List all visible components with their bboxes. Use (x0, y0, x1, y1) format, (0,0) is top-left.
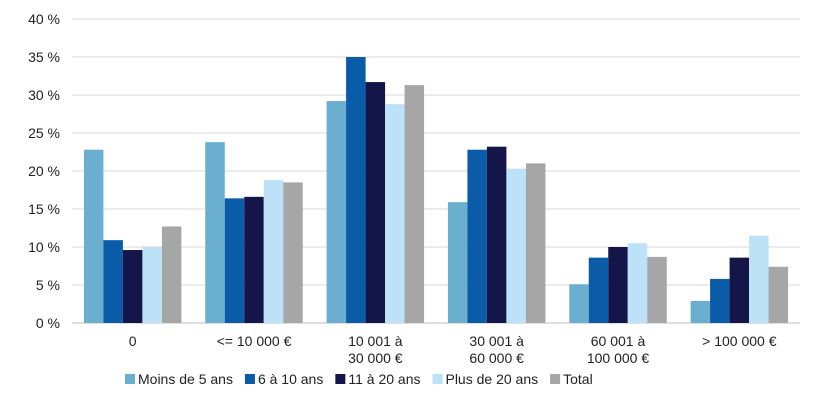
legend-label: Plus de 20 ans (445, 371, 538, 387)
bar (608, 247, 628, 323)
y-tick-label: 25 % (28, 125, 60, 141)
bar (525, 163, 546, 323)
legend-swatch (432, 374, 443, 384)
bar (244, 196, 264, 323)
y-tick-label: 0 % (36, 315, 60, 331)
bars (83, 57, 789, 324)
bar (142, 247, 162, 323)
legend-swatch (125, 374, 135, 384)
legend-swatch (335, 374, 346, 384)
bar (385, 104, 405, 324)
x-axis-category-labels: 0 <= 10 000 € 10 001 à 30 000 € 30 001 à 60 0… (129, 333, 777, 366)
legend-swatch (550, 374, 561, 384)
y-axis-tick-labels: 0 % 5 % 10 % 15 % 20 % 25 % 30 % 35 % 40 % (28, 11, 60, 331)
x-category-label: 60 001 à 100 000 € (587, 333, 649, 366)
bar (161, 226, 182, 323)
x-category-label: 0 (129, 333, 137, 349)
y-tick-label: 35 % (28, 49, 60, 65)
legend-label: Moins de 5 ans (138, 371, 233, 387)
bar (346, 57, 366, 323)
legend: Moins de 5 ans 6 à 10 ans 11 à 20 ans Plus … (125, 371, 593, 387)
bar (588, 257, 609, 323)
legend-label: 6 à 10 ans (258, 371, 323, 387)
bar (83, 149, 104, 323)
bar (647, 256, 667, 323)
bar (569, 284, 589, 323)
bar (404, 85, 425, 324)
bar (467, 149, 487, 323)
x-category-label: > 100 000 € (702, 333, 777, 349)
x-category-label: <= 10 000 € (217, 333, 292, 349)
legend-label: Total (563, 371, 593, 387)
bar (283, 182, 303, 323)
bar (486, 146, 507, 323)
legend-swatch (244, 374, 255, 384)
bar (122, 250, 143, 323)
bar (263, 180, 284, 323)
y-tick-label: 20 % (28, 163, 60, 179)
legend-label: 11 à 20 ans (348, 371, 420, 387)
bar (710, 278, 730, 323)
y-tick-label: 10 % (28, 239, 60, 255)
bar (506, 168, 526, 323)
y-tick-label: 5 % (36, 277, 60, 293)
x-category-label: 30 001 à 60 000 € (469, 333, 524, 366)
bar (447, 202, 468, 323)
bar (365, 82, 386, 323)
bar (690, 300, 711, 323)
bar (729, 257, 750, 323)
y-tick-label: 30 % (28, 87, 60, 103)
y-tick-label: 40 % (28, 11, 60, 27)
bar (224, 198, 245, 323)
bar (326, 101, 347, 323)
bar (749, 235, 769, 323)
x-category-label: 10 001 à 30 000 € (348, 333, 403, 366)
bar (205, 142, 225, 323)
bar (103, 240, 123, 323)
bar (768, 266, 789, 323)
y-tick-label: 15 % (28, 201, 60, 217)
bar (627, 243, 648, 323)
gridlines (72, 18, 800, 324)
